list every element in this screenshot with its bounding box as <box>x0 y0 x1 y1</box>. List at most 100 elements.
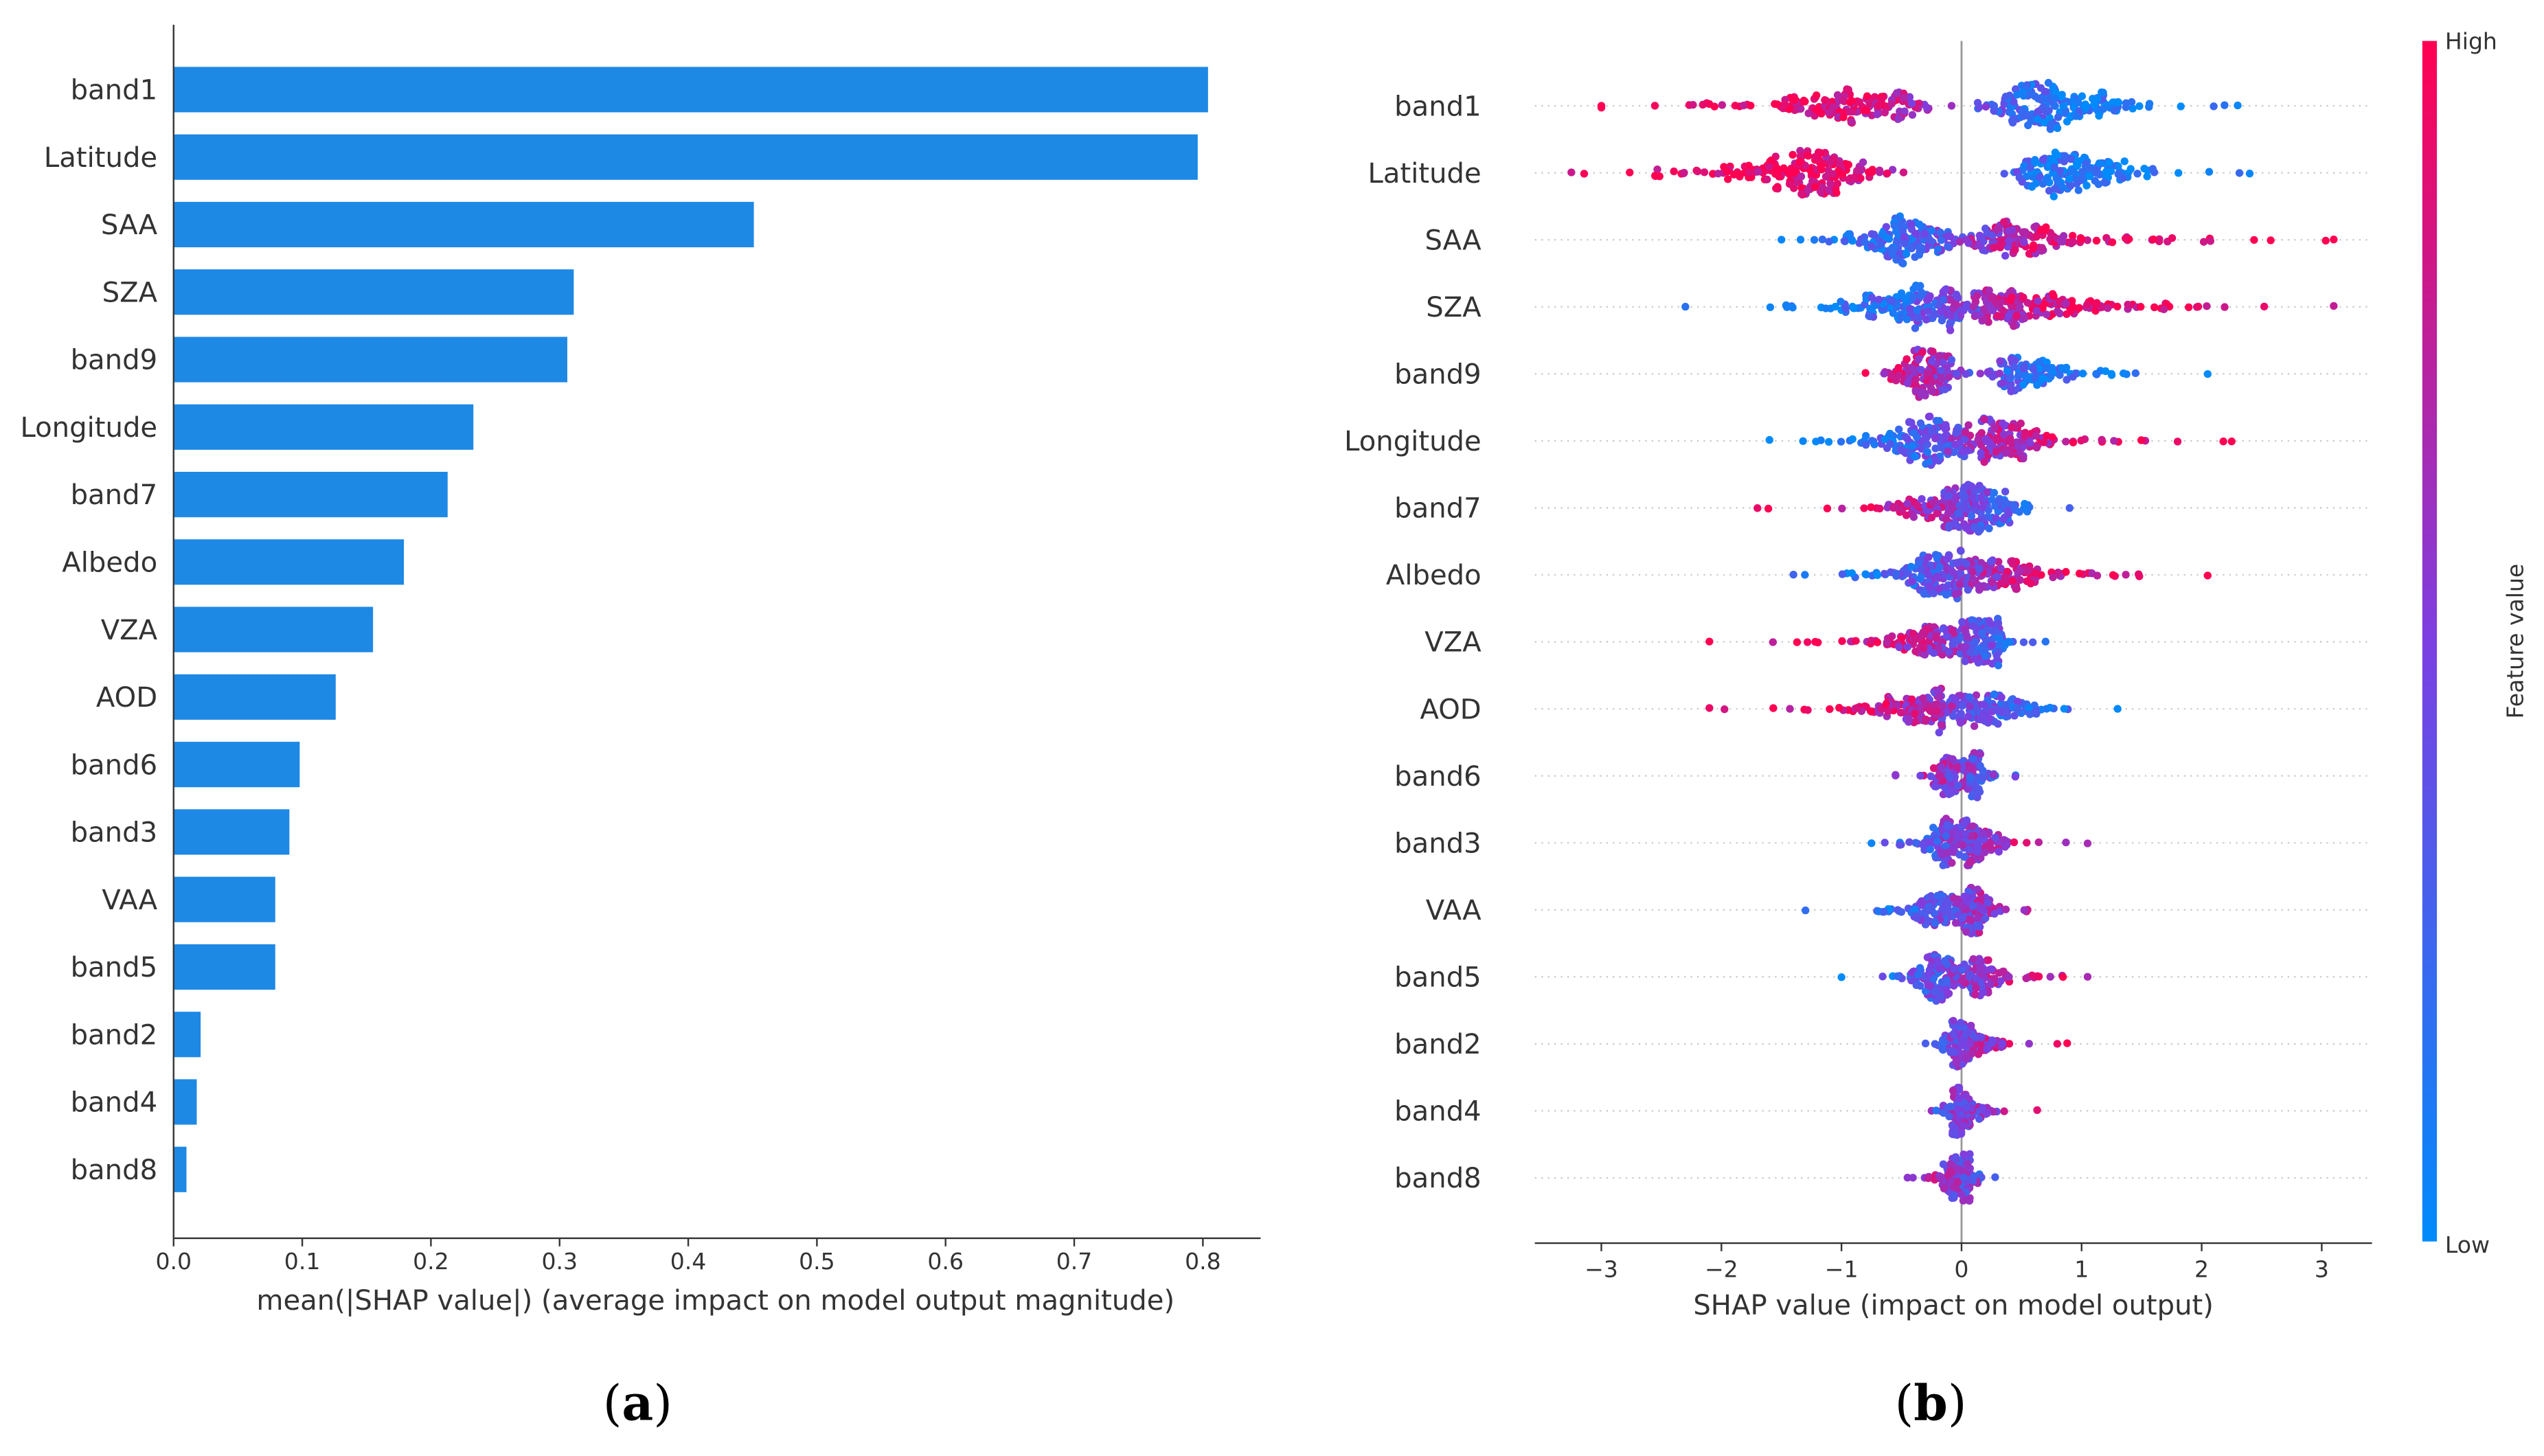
shap-point <box>1763 175 1771 183</box>
shap-point <box>1875 166 1884 174</box>
shap-point <box>1968 789 1977 797</box>
bar-band4 <box>173 1079 197 1125</box>
shap-point <box>1945 492 1953 500</box>
shap-point <box>2019 91 2028 100</box>
shap-point <box>1764 163 1773 171</box>
shap-point <box>1992 448 2000 456</box>
shap-point <box>1597 104 1606 112</box>
shap-point <box>1912 981 1920 990</box>
shap-point <box>2034 838 2043 847</box>
shap-point <box>2029 365 2038 374</box>
shap-point <box>1896 708 1905 717</box>
y-tick-label: Latitude <box>44 142 157 174</box>
shap-point <box>2155 235 2163 243</box>
shap-point <box>1927 904 1935 913</box>
shap-point <box>1974 913 1982 922</box>
shap-point <box>2062 299 2070 308</box>
y-tick-label: SAA <box>101 209 158 241</box>
shap-point <box>1953 1178 1962 1187</box>
shap-point <box>1927 227 1936 235</box>
shap-point <box>1724 175 1732 183</box>
shap-point <box>1983 488 1991 497</box>
shap-point <box>2069 303 2078 311</box>
shap-point <box>1992 435 2001 444</box>
shap-point <box>1960 492 1969 501</box>
shap-point <box>2029 244 2037 253</box>
shap-point <box>1990 243 1998 252</box>
shap-point <box>1948 702 1956 710</box>
shap-point <box>1962 642 1970 650</box>
shap-point <box>1972 984 1980 992</box>
shap-point <box>1968 622 1977 630</box>
shap-point <box>1939 861 1947 869</box>
shap-point <box>1769 638 1778 646</box>
shap-point <box>1916 575 1924 583</box>
shap-point <box>1985 286 1993 295</box>
shap-point <box>1867 503 1875 512</box>
shap-point <box>1949 626 1957 635</box>
shap-point <box>2040 300 2048 308</box>
shap-point <box>2001 251 2010 260</box>
shap-point <box>1945 1112 1953 1121</box>
shap-point <box>1626 168 1634 177</box>
shap-point <box>2077 436 2085 445</box>
shap-point <box>2135 570 2143 578</box>
shap-point <box>2099 89 2107 97</box>
shap-point <box>1908 442 1917 451</box>
bar-band6 <box>173 742 300 788</box>
shap-point <box>1804 706 1812 714</box>
shap-point <box>1821 172 1830 181</box>
shap-point <box>1924 981 1933 990</box>
shap-point <box>2102 168 2110 177</box>
shap-point <box>1789 571 1797 579</box>
shap-point <box>1929 823 1938 832</box>
shap-point <box>1942 832 1950 841</box>
shap-point <box>1841 304 1850 312</box>
shap-point <box>2044 78 2053 87</box>
shap-point <box>1882 700 1890 708</box>
y-tick-label: band8 <box>1394 1163 1481 1194</box>
shap-point <box>1863 92 1872 100</box>
shap-point <box>1700 168 1709 177</box>
shap-point <box>1817 166 1826 174</box>
shap-point <box>1986 303 1995 311</box>
shap-point <box>2017 419 2025 428</box>
shap-point <box>1963 633 1971 641</box>
x-tick-label: 2 <box>2194 1256 2209 1283</box>
shap-point <box>1949 1192 1958 1200</box>
y-tick-label: band4 <box>1394 1096 1481 1128</box>
shap-point <box>1986 557 1995 566</box>
shap-point <box>1971 990 1979 999</box>
shap-point <box>2015 173 2023 182</box>
shap-point <box>1913 306 1921 315</box>
shap-point <box>1942 584 1951 592</box>
shap-point <box>2007 387 2015 396</box>
shap-point <box>1958 902 1966 911</box>
shap-point <box>2011 773 2019 781</box>
shap-point <box>1979 774 1987 782</box>
shap-point <box>1868 166 1876 174</box>
shap-point <box>1981 652 1989 660</box>
shap-point <box>2071 112 2080 120</box>
shap-point <box>2173 437 2182 446</box>
shap-point <box>1914 314 1922 322</box>
shap-point <box>1785 180 1794 188</box>
shap-point <box>1739 101 1748 110</box>
shap-point <box>2012 311 2021 320</box>
shap-point <box>2032 306 2041 315</box>
shap-point <box>2122 234 2130 242</box>
shap-point <box>1867 707 1876 716</box>
shap-point <box>1985 617 1993 625</box>
shap-point <box>2066 181 2075 190</box>
shap-point <box>1926 236 1934 244</box>
shap-point <box>1985 438 1994 446</box>
shap-point <box>1925 582 1933 591</box>
colorbar-label: Feature value <box>2501 564 2528 719</box>
shap-point <box>1903 499 1911 508</box>
shap-point <box>1966 970 1974 979</box>
shap-point <box>1958 977 1966 985</box>
shap-point <box>1935 352 1943 360</box>
shap-point <box>1919 630 1927 639</box>
shap-point <box>1988 578 1997 587</box>
